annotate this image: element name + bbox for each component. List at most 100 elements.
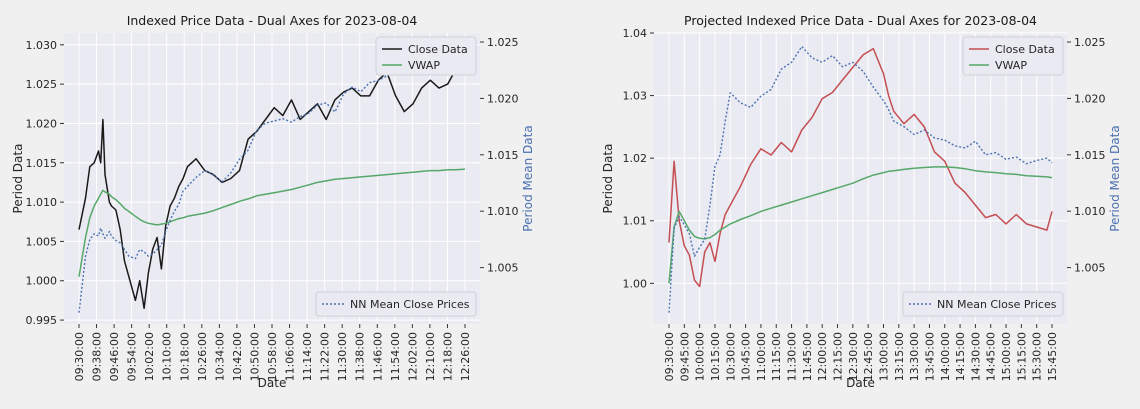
xtick-label: 15:30:00 — [1031, 332, 1044, 381]
legend-bottom-right: NN Mean Close Prices — [902, 291, 1064, 317]
y-axis-right-label: Period Mean Data — [521, 125, 535, 231]
plot-area — [654, 33, 1067, 324]
xtick-label: 10:42:00 — [231, 332, 244, 381]
ytick-right-label: 1.025 — [487, 36, 519, 49]
chart-title: Projected Indexed Price Data - Dual Axes… — [684, 13, 1037, 28]
xtick-label: 10:30:00 — [724, 332, 737, 381]
xtick-label: 13:30:00 — [908, 332, 921, 381]
y-axis-label: Period Data — [601, 144, 615, 214]
xtick-label: 11:30:00 — [336, 332, 349, 381]
ytick-label: 1.025 — [26, 78, 58, 91]
xtick-label: 10:50:00 — [248, 332, 261, 381]
xtick-label: 09:46:00 — [108, 332, 121, 381]
ytick-label: 1.020 — [26, 117, 58, 130]
legend-label-nn-mean: NN Mean Close Prices — [350, 298, 470, 311]
xtick-label: 12:15:00 — [832, 332, 845, 381]
legend-box — [315, 291, 477, 317]
series-line-vwap — [78, 168, 466, 277]
legend-label-close: Close Data — [408, 43, 468, 56]
ytick-label: 1.02 — [623, 152, 648, 165]
ytick-label: 1.010 — [26, 196, 58, 209]
ytick-right-label: 1.010 — [1074, 205, 1106, 218]
legend-top-right: Close Data VWAP — [962, 36, 1064, 76]
xtick-label: 11:46:00 — [371, 332, 384, 381]
xtick-label: 09:45:00 — [678, 332, 691, 381]
y-axis-right-label: Period Mean Data — [1108, 125, 1122, 231]
ytick-right-label: 1.015 — [1074, 149, 1106, 162]
xtick-label: 10:45:00 — [740, 332, 753, 381]
ytick-right-label: 1.005 — [487, 262, 519, 275]
xtick-label: 10:34:00 — [213, 332, 226, 381]
xtick-label: 11:15:00 — [770, 332, 783, 381]
xtick-label: 10:58:00 — [266, 332, 279, 381]
y-axis-label: Period Data — [11, 144, 25, 214]
chart-title: Indexed Price Data - Dual Axes for 2023-… — [127, 13, 418, 28]
xtick-label: 11:54:00 — [389, 332, 402, 381]
xtick-label: 15:15:00 — [1015, 332, 1028, 381]
ytick-right-label: 1.020 — [487, 92, 519, 105]
series-line-close-data — [668, 47, 1053, 288]
ytick-right-label: 1.015 — [487, 149, 519, 162]
xtick-label: 15:45:00 — [1046, 332, 1059, 381]
xtick-label: 11:45:00 — [801, 332, 814, 381]
chart-panel-1: 0.995 1.000 1.005 1.010 1.015 1.020 1.025 1.030… — [11, 13, 535, 390]
legend-label-close: Close Data — [995, 43, 1055, 56]
ytick-label: 0.995 — [26, 314, 58, 327]
xtick-label: 12:18:00 — [441, 332, 454, 381]
xtick-label: 14:30:00 — [969, 332, 982, 381]
xtick-label: 11:22:00 — [319, 332, 332, 381]
xtick-label: 11:14:00 — [301, 332, 314, 381]
ytick-label: 1.03 — [623, 90, 648, 103]
legend-label-nn-mean: NN Mean Close Prices — [937, 298, 1057, 311]
xtick-label: 14:15:00 — [954, 332, 967, 381]
ytick-label: 1.01 — [623, 215, 648, 228]
ytick-right-label: 1.020 — [1074, 92, 1106, 105]
ytick-right-label: 1.010 — [487, 205, 519, 218]
xtick-label: 09:54:00 — [126, 332, 139, 381]
xtick-label: 09:30:00 — [73, 332, 86, 381]
xtick-label: 11:38:00 — [354, 332, 367, 381]
xtick-label: 15:00:00 — [1000, 332, 1013, 381]
ytick-label: 1.030 — [26, 39, 58, 52]
x-axis-label: Date — [258, 376, 287, 390]
xtick-label: 11:06:00 — [284, 332, 297, 381]
xtick-label: 13:00:00 — [877, 332, 890, 381]
xtick-label: 12:10:00 — [424, 332, 437, 381]
xtick-label: 12:00:00 — [816, 332, 829, 381]
series-line-vwap — [668, 166, 1053, 284]
ytick-label: 1.000 — [26, 275, 58, 288]
legend-box — [902, 291, 1064, 317]
legend-top-right: Close Data VWAP — [375, 36, 477, 76]
xtick-label: 14:00:00 — [939, 332, 952, 381]
xtick-label: 11:30:00 — [786, 332, 799, 381]
xtick-label: 09:30:00 — [663, 332, 676, 381]
xtick-label: 10:10:00 — [161, 332, 174, 381]
xtick-label: 13:45:00 — [923, 332, 936, 381]
x-axis-label: Date — [846, 376, 875, 390]
chart-panel-2: 1.00 1.01 1.02 1.03 1.04 1.005 1.010 1.015 1.020… — [601, 13, 1122, 390]
xtick-label: 12:02:00 — [406, 332, 419, 381]
xtick-label: 09:38:00 — [91, 332, 104, 381]
xtick-label: 12:45:00 — [862, 332, 875, 381]
xtick-label: 10:18:00 — [178, 332, 191, 381]
ytick-label: 1.04 — [623, 27, 648, 40]
xtick-label: 10:02:00 — [143, 332, 156, 381]
series-line-nn-mean-close-prices — [668, 45, 1053, 313]
legend-label-vwap: VWAP — [408, 59, 440, 72]
ytick-label: 1.00 — [623, 277, 648, 290]
ytick-label: 1.015 — [26, 157, 58, 170]
xtick-label: 12:30:00 — [847, 332, 860, 381]
xtick-label: 10:15:00 — [709, 332, 722, 381]
xtick-label: 12:26:00 — [459, 332, 472, 381]
series-line-nn-mean-close-prices — [78, 52, 466, 313]
xtick-label: 14:45:00 — [985, 332, 998, 381]
xtick-label: 10:26:00 — [196, 332, 209, 381]
ytick-right-label: 1.025 — [1074, 36, 1106, 49]
legend-label-vwap: VWAP — [995, 59, 1027, 72]
ytick-right-label: 1.005 — [1074, 262, 1106, 275]
ytick-label: 1.005 — [26, 235, 58, 248]
xtick-label: 11:00:00 — [755, 332, 768, 381]
xtick-label: 13:15:00 — [893, 332, 906, 381]
xtick-label: 10:00:00 — [694, 332, 707, 381]
